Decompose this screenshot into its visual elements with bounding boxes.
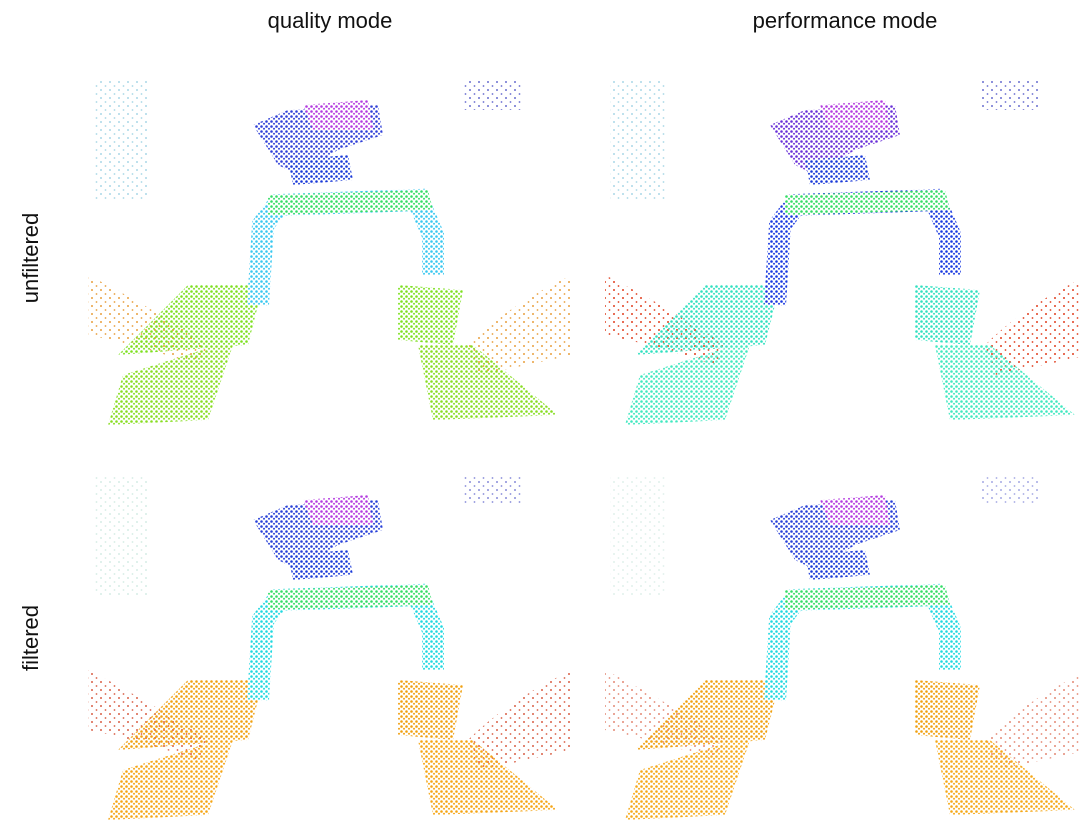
point-cloud-scatter: [88, 80, 1081, 770]
figure: quality mode performance mode unfiltered…: [0, 0, 1081, 830]
column-header: performance mode: [753, 8, 938, 33]
row-label: filtered: [18, 605, 43, 671]
column-header: quality mode: [268, 8, 393, 33]
point-cloud: [108, 100, 1075, 820]
row-label: unfiltered: [18, 213, 43, 304]
